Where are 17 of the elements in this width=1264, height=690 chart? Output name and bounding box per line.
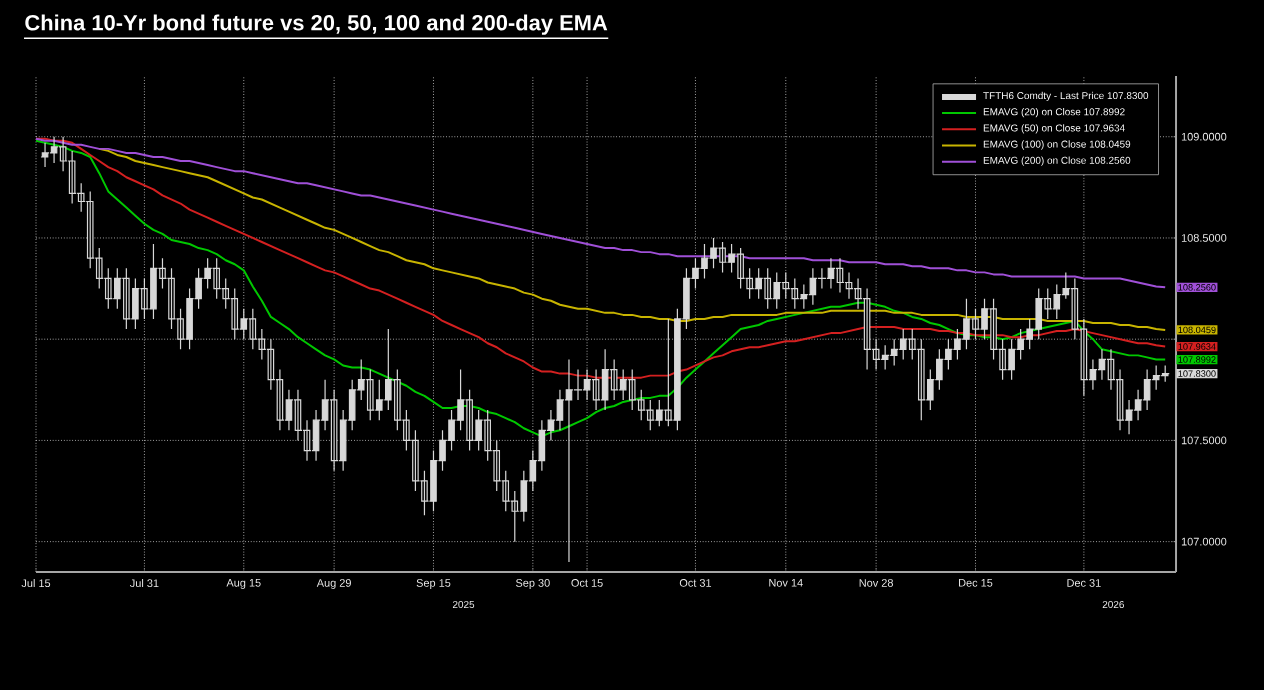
chart-title: China 10-Yr bond future vs 20, 50, 100 and 200-day EMA: [25, 14, 608, 35]
candlestick: [835, 257, 845, 294]
candlestick: [880, 344, 890, 371]
candlestick: [808, 267, 818, 306]
candlestick: [49, 136, 59, 164]
candlestick: [763, 267, 773, 310]
candlestick: [148, 243, 159, 320]
candlestick: [898, 328, 908, 361]
candlestick: [790, 277, 800, 310]
candlestick: [600, 348, 610, 411]
candlestick: [717, 241, 728, 273]
candlestick: [40, 142, 50, 168]
candlestick: [772, 271, 782, 310]
candlestick: [564, 358, 574, 563]
candlestick: [826, 257, 836, 290]
candlestick: [1160, 364, 1170, 383]
candlestick: [121, 267, 132, 330]
